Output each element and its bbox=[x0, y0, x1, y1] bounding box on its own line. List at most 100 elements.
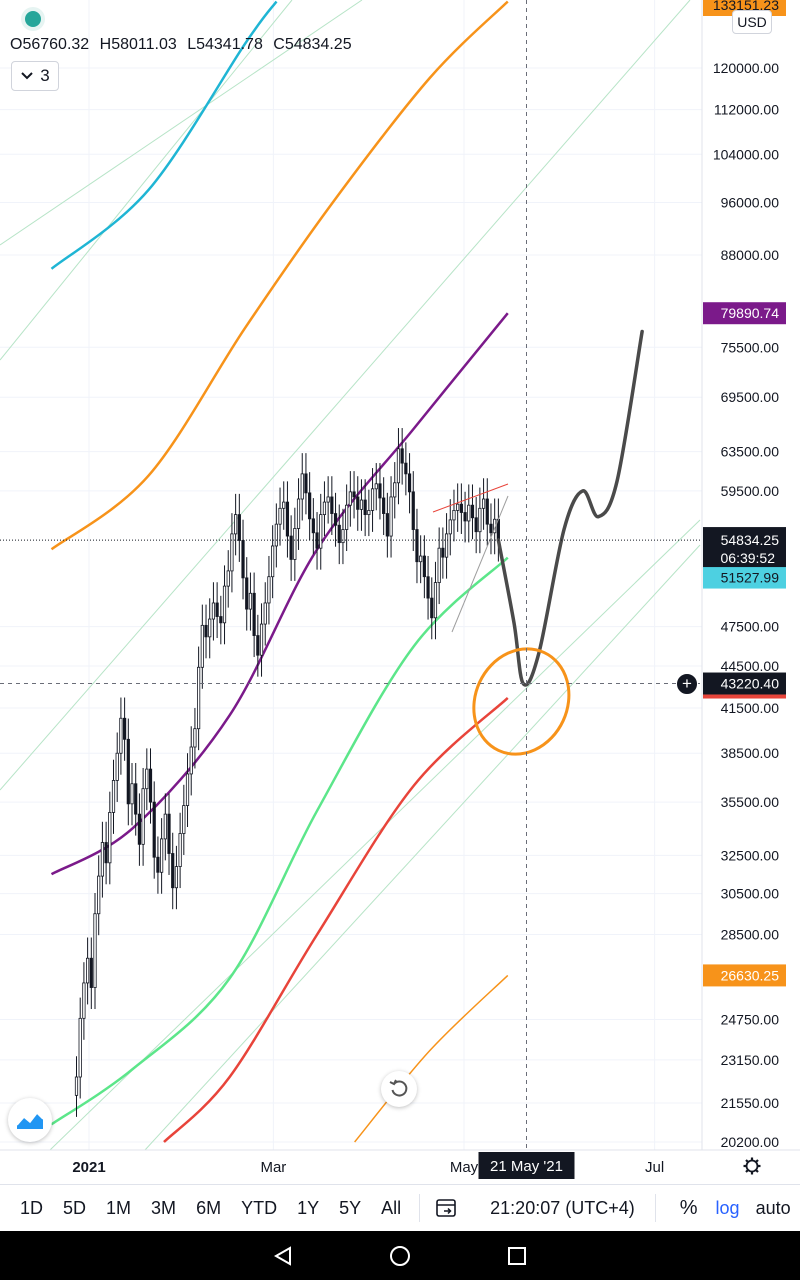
range-6m[interactable]: 6M bbox=[196, 1197, 222, 1218]
range-1m[interactable]: 1M bbox=[106, 1197, 132, 1218]
candle-body bbox=[234, 514, 238, 535]
settings-icon-tooth bbox=[755, 1159, 759, 1163]
candle bbox=[448, 499, 452, 556]
currency-button[interactable]: USD bbox=[732, 10, 772, 34]
candle-body bbox=[474, 517, 478, 533]
candle-body bbox=[82, 982, 86, 1019]
indicator-line bbox=[50, 0, 509, 551]
candle-body bbox=[160, 838, 164, 873]
candlesticks bbox=[74, 428, 500, 1117]
candle bbox=[444, 513, 449, 579]
candle bbox=[263, 582, 267, 646]
candle bbox=[470, 484, 475, 540]
candle bbox=[182, 784, 186, 855]
low-label: L bbox=[187, 36, 197, 53]
clock-timezone[interactable]: 21:20:07 (UTC+4) bbox=[490, 1197, 635, 1218]
candle-body bbox=[478, 507, 482, 533]
candle-body bbox=[459, 503, 463, 513]
candle bbox=[411, 471, 415, 552]
percent-scale-toggle[interactable]: % bbox=[679, 1196, 698, 1219]
indicator-line bbox=[50, 312, 509, 876]
candle-body bbox=[396, 448, 401, 484]
candle bbox=[311, 498, 315, 555]
back-icon[interactable] bbox=[272, 1245, 294, 1267]
candle-body bbox=[389, 496, 393, 537]
candle-body bbox=[108, 812, 112, 864]
range-5d[interactable]: 5D bbox=[63, 1197, 87, 1218]
candle bbox=[308, 472, 312, 541]
range-5y[interactable]: 5Y bbox=[339, 1197, 362, 1218]
candle-body bbox=[348, 491, 352, 506]
candle-body bbox=[322, 501, 327, 516]
settings-icon-ring bbox=[745, 1159, 759, 1173]
candle bbox=[452, 489, 456, 542]
ohlc-legend: O56760.32 H58011.03 L54341.78 C54834.25 bbox=[10, 36, 358, 54]
candle bbox=[219, 595, 223, 645]
log-scale-toggle[interactable]: log bbox=[715, 1197, 740, 1218]
candle bbox=[204, 604, 208, 659]
candle bbox=[267, 555, 271, 625]
candle bbox=[489, 503, 493, 555]
go-to-date-icon[interactable] bbox=[434, 1196, 460, 1220]
range-1d[interactable]: 1D bbox=[20, 1197, 44, 1218]
candle bbox=[459, 483, 463, 534]
candle bbox=[419, 535, 423, 584]
indicators-toggle-button[interactable]: 3 bbox=[11, 61, 59, 91]
wedge-bottom-line bbox=[451, 495, 509, 633]
candle bbox=[134, 763, 138, 836]
add-alert-icon[interactable]: + bbox=[676, 673, 698, 695]
settings-icon-tooth bbox=[745, 1169, 749, 1173]
candle-body bbox=[463, 512, 467, 522]
candle-body bbox=[419, 555, 423, 563]
candle bbox=[97, 855, 101, 936]
recents-icon[interactable] bbox=[506, 1245, 528, 1267]
candle bbox=[437, 527, 441, 605]
candle bbox=[345, 484, 349, 552]
candle-body bbox=[130, 783, 134, 805]
candle-body bbox=[137, 813, 142, 845]
candle-body bbox=[352, 491, 356, 498]
price-label: 133151.23 bbox=[713, 0, 779, 13]
candle bbox=[330, 476, 334, 536]
y-tick-label: 20200.00 bbox=[721, 1134, 780, 1150]
range-3m[interactable]: 3M bbox=[151, 1197, 177, 1218]
candle bbox=[374, 463, 378, 511]
candle-body bbox=[370, 488, 375, 511]
candle-body bbox=[411, 491, 415, 530]
range-1y[interactable]: 1Y bbox=[297, 1197, 320, 1218]
x-tick-label: Mar bbox=[260, 1159, 286, 1176]
candle bbox=[111, 759, 116, 834]
candle-body bbox=[178, 833, 182, 867]
candle-body bbox=[208, 618, 212, 638]
home-icon[interactable] bbox=[389, 1245, 411, 1267]
candle bbox=[93, 892, 97, 1010]
time-axis: 2021 Mar May Jul 21 May '21 bbox=[0, 1149, 800, 1179]
candle-body bbox=[171, 853, 175, 889]
auto-scale-toggle[interactable]: auto bbox=[755, 1197, 791, 1218]
range-all[interactable]: All bbox=[381, 1197, 402, 1218]
toolbar-divider bbox=[419, 1194, 421, 1222]
indicator-line bbox=[163, 697, 509, 1143]
y-tick-label: 75500.00 bbox=[721, 339, 780, 355]
reset-chart-button[interactable] bbox=[381, 1071, 417, 1107]
candle-body bbox=[226, 570, 230, 587]
price-chart[interactable]: 120000.00 112000.00 104000.00 96000.00 88000… bbox=[0, 0, 800, 1184]
range-ytd[interactable]: YTD bbox=[241, 1197, 278, 1218]
candle bbox=[137, 793, 142, 866]
chart-grid bbox=[0, 0, 702, 1150]
candle bbox=[367, 489, 371, 537]
y-tick-label: 88000.00 bbox=[721, 247, 780, 263]
candle-body bbox=[156, 856, 160, 873]
candle bbox=[123, 697, 127, 761]
candle bbox=[200, 604, 204, 689]
candle bbox=[130, 763, 134, 826]
y-tick-label: 24750.00 bbox=[721, 1012, 780, 1028]
candle bbox=[237, 493, 241, 562]
candle-body bbox=[278, 507, 282, 525]
settings-icon[interactable] bbox=[743, 1157, 761, 1175]
bar-countdown-label: 06:39:52 bbox=[721, 550, 776, 566]
tradingview-logo[interactable] bbox=[8, 1098, 52, 1142]
candle bbox=[378, 463, 382, 520]
y-tick-label: 120000.00 bbox=[713, 60, 779, 76]
y-tick-label: 21550.00 bbox=[721, 1095, 780, 1111]
